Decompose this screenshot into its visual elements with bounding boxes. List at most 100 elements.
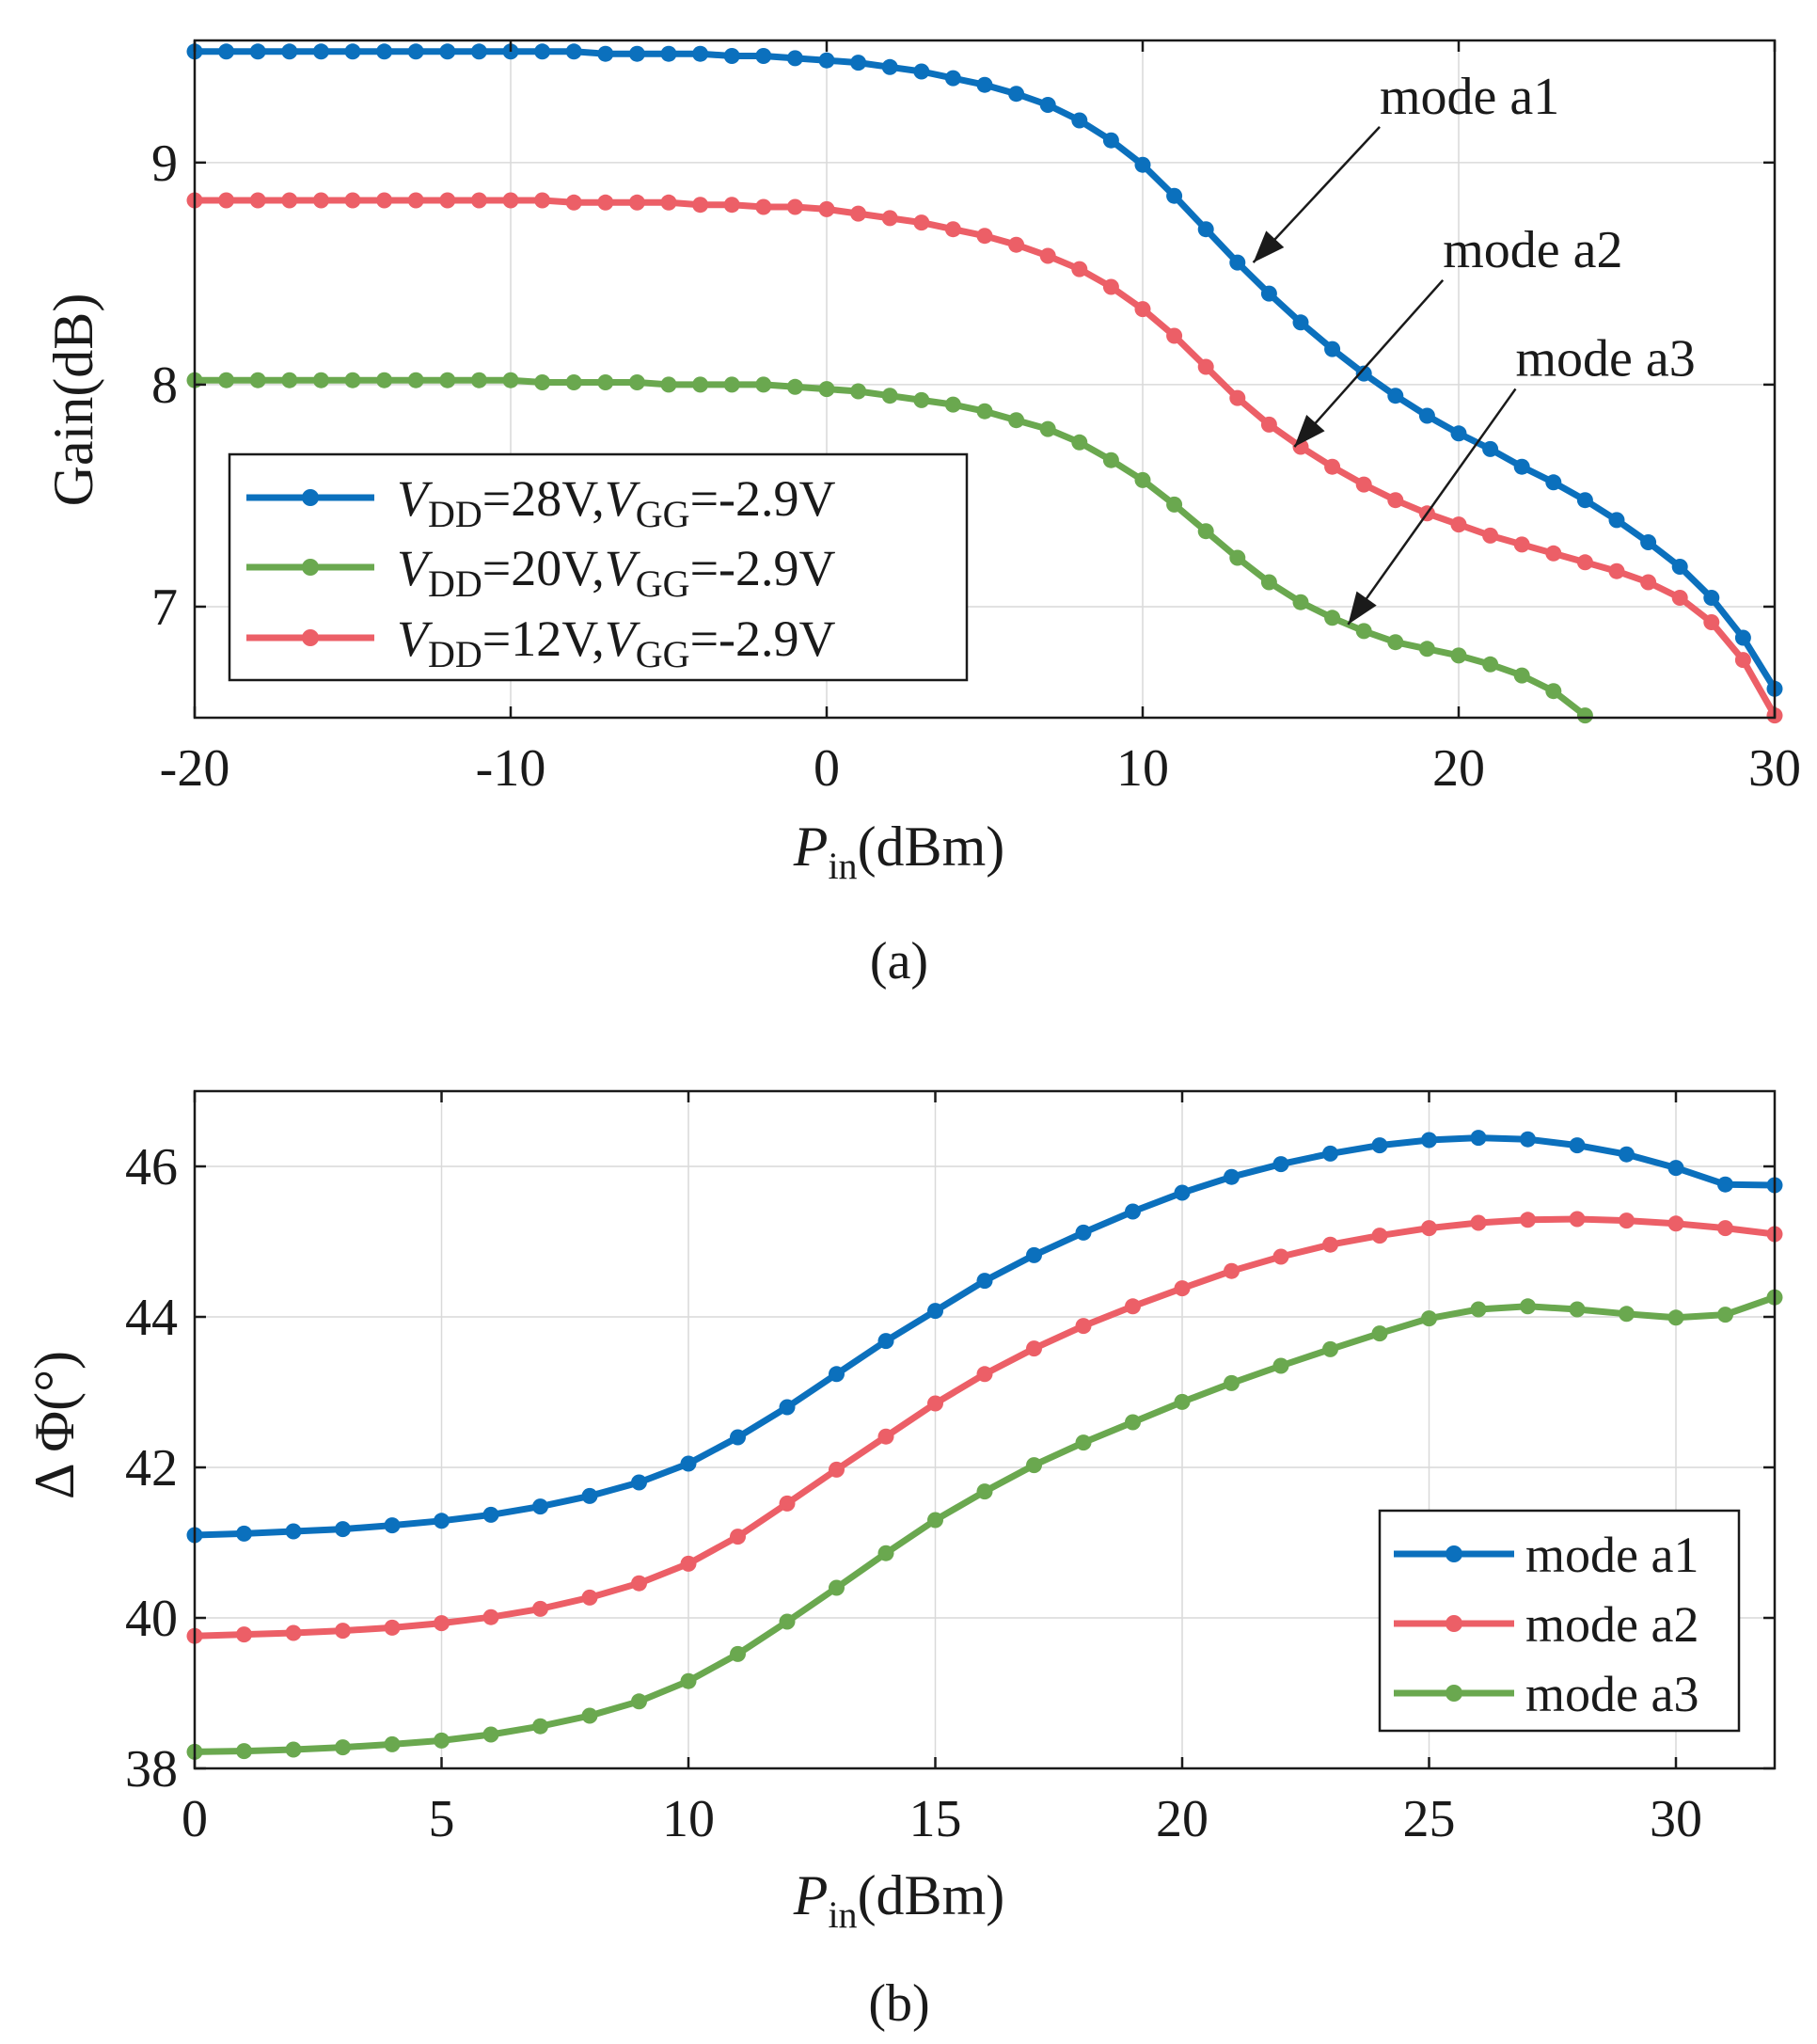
panel-a-point-vdd-28v-vgg-2-9v-1 [218, 43, 235, 60]
panel-a-x-tick-label-30: 30 [1748, 739, 1801, 798]
panel-a-point-vdd-28v-vgg-2-9v-20 [818, 52, 835, 69]
panel-b-caption: (b) [868, 1974, 929, 2033]
panel-b-point-mode-a1-20 [1174, 1184, 1191, 1201]
panel-b-x-tick-label-10: 10 [662, 1790, 715, 1848]
panel-a-point-vdd-12v-vgg-2-9v-31 [1166, 327, 1183, 344]
panel-a-point-vdd-20v-vgg-2-9v-27 [1039, 420, 1056, 437]
panel-b-point-mode-a1-31 [1717, 1176, 1733, 1193]
panel-b-y-tick-label-42: 42 [125, 1439, 178, 1497]
panel-a-point-vdd-12v-vgg-2-9v-20 [818, 200, 835, 217]
panel-a-annotations: mode a1 mode a2 mode a3 [1252, 68, 1696, 626]
panel-a-x-axis-label: Pin(dBm) [793, 816, 1004, 887]
panel-a-annotation-arrow-mode-a3 [1347, 388, 1517, 626]
panel-a-point-vdd-12v-vgg-2-9v-40 [1450, 516, 1467, 533]
panel-b-point-mode-a1-23 [1322, 1145, 1338, 1162]
panel-b-point-mode-a1-21 [1224, 1168, 1240, 1185]
panel-b-point-mode-a3-20 [1174, 1393, 1191, 1410]
panel-a-gain-chart: -20 -10 0 10 20 30 7 8 9 mode a1 mode a2 mode a3 G… [42, 39, 1801, 990]
panel-a-point-vdd-28v-vgg-2-9v-27 [1039, 97, 1056, 113]
panel-a-point-vdd-20v-vgg-2-9v-5 [344, 372, 361, 388]
panel-a-point-vdd-12v-vgg-2-9v-36 [1324, 458, 1341, 475]
panel-a-point-vdd-12v-vgg-2-9v-28 [1071, 261, 1088, 277]
panel-a-point-vdd-20v-vgg-2-9v-32 [1197, 523, 1214, 540]
panel-a-point-vdd-28v-vgg-2-9v-2 [249, 43, 266, 60]
panel-a-caption: (a) [870, 932, 928, 990]
panel-b-point-mode-a3-15 [927, 1512, 943, 1529]
panel-b-point-mode-a1-3 [335, 1521, 351, 1538]
panel-a-point-vdd-28v-vgg-2-9v-35 [1292, 314, 1309, 331]
legend-label-mode-a1: mode a1 [1525, 1527, 1698, 1583]
panel-b-point-mode-a2-14 [877, 1428, 894, 1445]
panel-a-annotation-arrow-mode-a2 [1293, 278, 1445, 448]
panel-a-point-vdd-20v-vgg-2-9v-4 [312, 372, 329, 388]
panel-a-point-vdd-12v-vgg-2-9v-1 [218, 192, 235, 209]
panel-b-point-mode-a3-14 [877, 1545, 894, 1561]
panel-a-point-vdd-28v-vgg-2-9v-46 [1640, 534, 1657, 550]
panel-a-point-vdd-20v-vgg-2-9v-33 [1229, 549, 1246, 566]
panel-b-point-mode-a2-31 [1717, 1220, 1733, 1237]
panel-b-point-mode-a2-6 [482, 1608, 499, 1625]
panel-a-point-vdd-20v-vgg-2-9v-17 [723, 376, 740, 393]
panel-a-x-tick-label-10: 10 [1116, 739, 1169, 798]
panel-a-point-vdd-20v-vgg-2-9v-10 [502, 372, 519, 388]
panel-a-series-vdd-12v-vgg-2-9v [186, 192, 1783, 724]
panel-b-point-mode-a1-25 [1421, 1132, 1437, 1149]
panel-a-point-vdd-28v-vgg-2-9v-5 [344, 43, 361, 60]
legend-label-vdd-12v: VDD=12V,VGG=-2.9V [397, 610, 836, 675]
panel-a-point-vdd-28v-vgg-2-9v-48 [1703, 590, 1720, 606]
panel-b-point-mode-a2-25 [1421, 1220, 1437, 1237]
panel-a-point-vdd-28v-vgg-2-9v-47 [1671, 559, 1688, 575]
panel-a-series-vdd-20v-vgg-2-9v [186, 372, 1593, 724]
panel-b-point-mode-a2-9 [631, 1575, 647, 1592]
panel-a-point-vdd-20v-vgg-2-9v-13 [597, 374, 614, 390]
panel-b-point-mode-a1-7 [532, 1498, 548, 1515]
panel-a-point-vdd-20v-vgg-2-9v-37 [1355, 623, 1372, 640]
panel-b-point-mode-a1-15 [927, 1303, 943, 1320]
panel-b-y-axis-label: Δ Φ(°) [24, 1351, 86, 1499]
panel-a-annotation-arrowhead-mode-a2 [1294, 414, 1325, 447]
panel-a-point-vdd-12v-vgg-2-9v-24 [944, 221, 961, 238]
panel-a-point-vdd-12v-vgg-2-9v-25 [976, 228, 993, 245]
panel-a-point-vdd-28v-vgg-2-9v-23 [913, 63, 930, 80]
panel-b-point-mode-a3-6 [482, 1726, 499, 1743]
panel-b-point-mode-a1-8 [581, 1487, 598, 1504]
panel-b-phase-chart: 0 5 10 15 20 25 30 38 40 42 44 46 Δ Φ(°) Pin(dBm) (… [24, 1089, 1783, 2033]
panel-a-x-tick-label-10: -10 [476, 739, 546, 798]
panel-a-point-vdd-12v-vgg-2-9v-49 [1734, 652, 1751, 669]
panel-a-annotation-mode-a3: mode a3 [1347, 329, 1696, 626]
panel-b-point-mode-a1-13 [829, 1366, 845, 1383]
panel-a-point-vdd-12v-vgg-2-9v-7 [407, 192, 424, 209]
panel-a-point-vdd-28v-vgg-2-9v-37 [1355, 365, 1372, 382]
panel-b-series-mode-a1 [186, 1130, 1783, 1544]
panel-b-point-mode-a1-10 [680, 1455, 697, 1472]
panel-a-x-label-sub: in [828, 845, 857, 887]
panel-a-point-vdd-28v-vgg-2-9v-3 [281, 43, 298, 60]
panel-a-point-vdd-20v-vgg-2-9v-30 [1134, 471, 1151, 488]
panel-b-point-mode-a2-15 [927, 1395, 943, 1412]
panel-a-point-vdd-12v-vgg-2-9v-47 [1671, 590, 1688, 606]
panel-b-point-mode-a3-25 [1421, 1310, 1437, 1327]
panel-a-point-vdd-28v-vgg-2-9v-29 [1102, 132, 1119, 149]
panel-a-point-vdd-12v-vgg-2-9v-38 [1387, 492, 1404, 509]
panel-b-point-mode-a3-18 [1075, 1434, 1092, 1451]
panel-b-point-mode-a1-16 [976, 1273, 993, 1290]
panel-a-point-vdd-20v-vgg-2-9v-29 [1102, 452, 1119, 468]
panel-a-point-vdd-28v-vgg-2-9v-7 [407, 43, 424, 60]
panel-a-point-vdd-12v-vgg-2-9v-21 [850, 205, 867, 222]
legend-entry-mode-a3: mode a3 [1394, 1666, 1698, 1722]
panel-b-point-mode-a3-26 [1470, 1301, 1487, 1318]
legend-label-mode-a3: mode a3 [1525, 1666, 1698, 1722]
panel-a-point-vdd-12v-vgg-2-9v-29 [1102, 278, 1119, 295]
panel-a-point-vdd-20v-vgg-2-9v-40 [1450, 647, 1467, 664]
panel-b-point-mode-a2-30 [1667, 1215, 1684, 1232]
panel-b-point-mode-a1-11 [730, 1429, 746, 1446]
panel-a-point-vdd-20v-vgg-2-9v-6 [376, 372, 393, 388]
panel-b-point-mode-a2-11 [730, 1529, 746, 1545]
panel-a-point-vdd-28v-vgg-2-9v-19 [786, 50, 803, 67]
panel-a-point-vdd-28v-vgg-2-9v-16 [692, 45, 709, 62]
panel-a-point-vdd-20v-vgg-2-9v-34 [1260, 574, 1277, 591]
panel-b-x-tick-label-30: 30 [1650, 1790, 1702, 1848]
panel-b-x-label-unit: (dBm) [858, 1864, 1005, 1926]
panel-a-point-vdd-28v-vgg-2-9v-9 [470, 43, 487, 60]
panel-a-annotation-mode-a1: mode a1 [1252, 68, 1559, 263]
